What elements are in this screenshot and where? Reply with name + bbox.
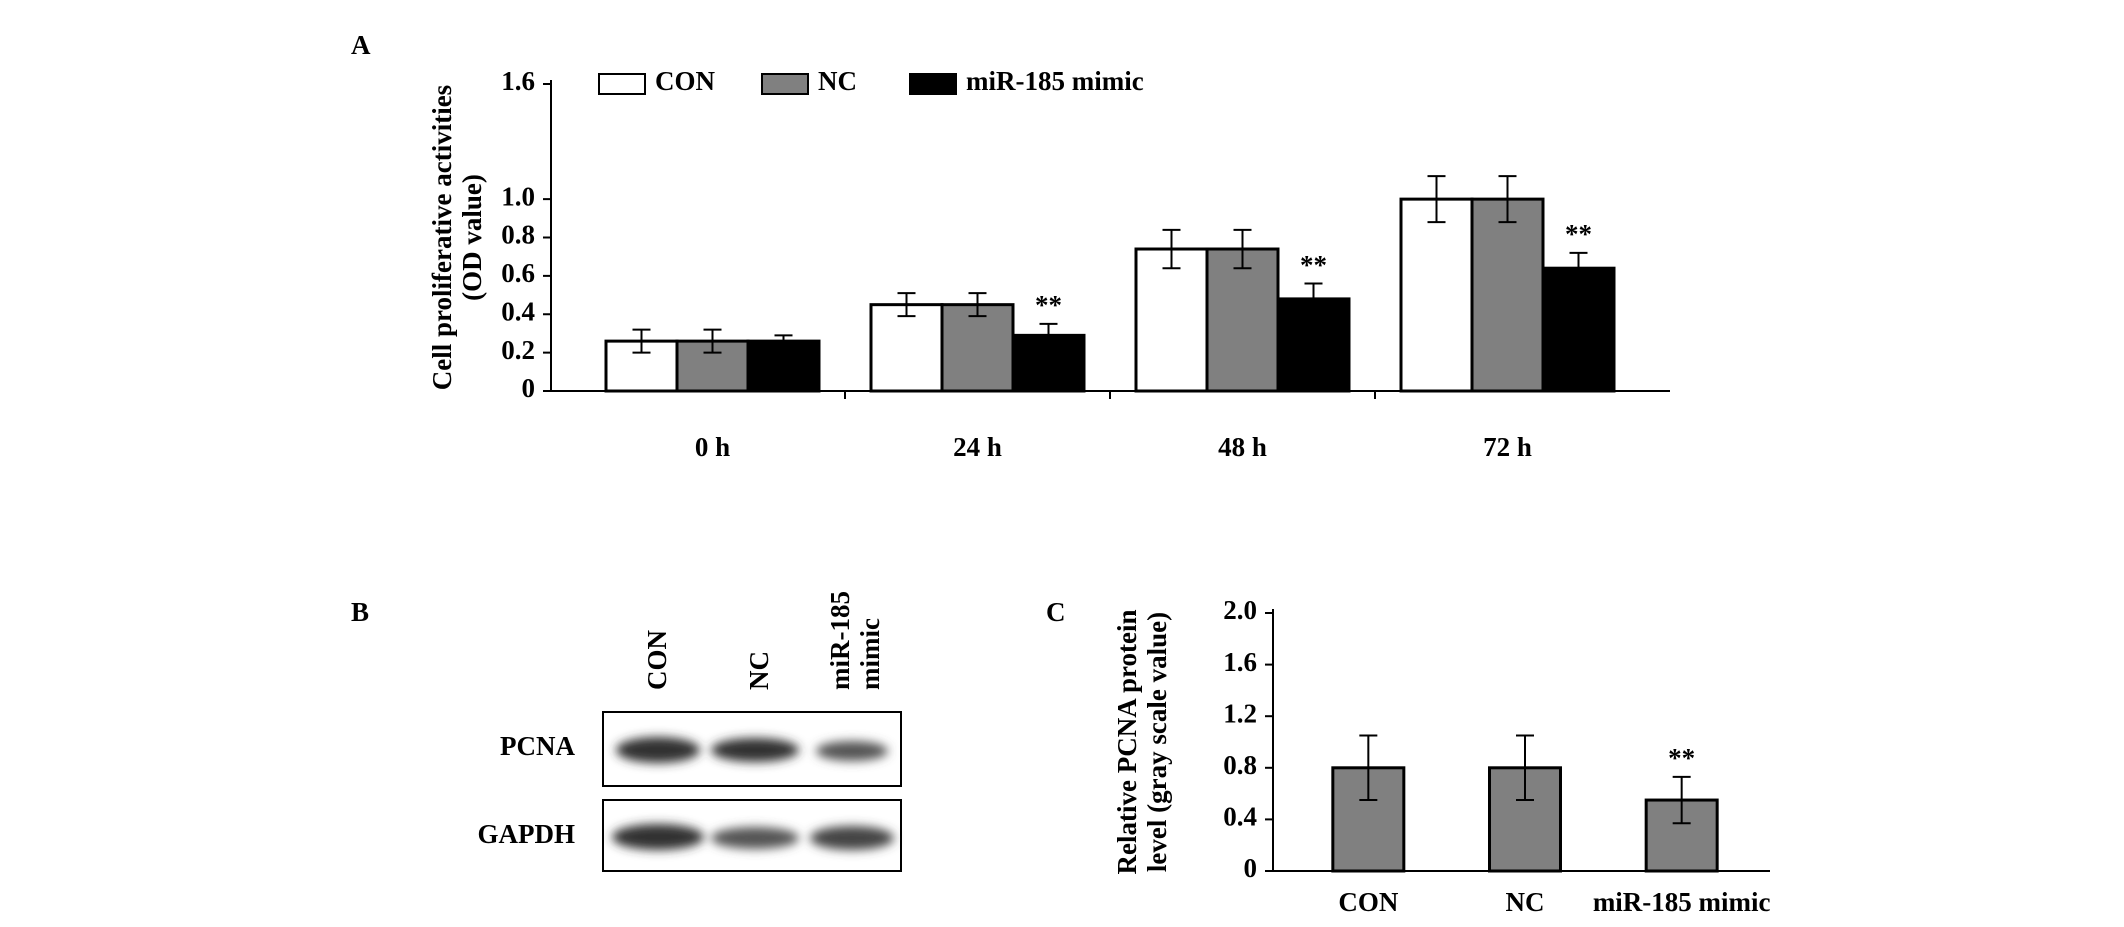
y-tick-label: 0 — [522, 373, 536, 403]
significance-label: ** — [1300, 250, 1327, 280]
lane-label: mimic — [855, 618, 885, 690]
blot-bands — [612, 737, 894, 850]
bar — [746, 339, 821, 393]
band — [612, 824, 704, 850]
panel-label: C — [1046, 597, 1066, 627]
significance-label: ** — [1668, 743, 1695, 773]
x-tick-label: 48 h — [1218, 432, 1267, 462]
y-axis-label: Relative PCNA protein — [1112, 610, 1142, 875]
band — [616, 737, 700, 763]
band — [810, 826, 894, 850]
bar — [1134, 247, 1209, 393]
y-tick-label: 0.6 — [501, 258, 535, 288]
lane-label: miR-185 — [825, 591, 855, 690]
bar — [1541, 266, 1616, 393]
band — [711, 827, 799, 849]
y-tick-label: 1.0 — [501, 181, 535, 211]
x-tick-label: CON — [1338, 887, 1399, 917]
y-tick-label: 0 — [1244, 853, 1258, 883]
bar — [869, 303, 944, 393]
y-axis-label: level (gray scale value) — [1142, 612, 1172, 872]
bar — [1470, 197, 1545, 393]
bar — [1205, 247, 1280, 393]
lane-label: CON — [642, 630, 672, 691]
legend-label: CON — [655, 66, 716, 96]
panel-label: A — [351, 30, 371, 60]
y-tick-label: 1.6 — [501, 66, 535, 96]
band — [711, 738, 799, 762]
panel-label: B — [351, 597, 369, 627]
bar — [1276, 297, 1351, 393]
legend-swatch — [598, 73, 646, 95]
y-axis-label: (OD value) — [457, 174, 487, 301]
x-tick-label: 24 h — [953, 432, 1002, 462]
y-tick-label: 1.6 — [1223, 647, 1257, 677]
y-tick-label: 0.4 — [501, 296, 535, 326]
legend-swatch — [761, 73, 809, 95]
x-tick-label: 72 h — [1483, 432, 1532, 462]
legend-label: NC — [818, 66, 857, 96]
y-axis-label: Cell proliferative activities — [427, 85, 457, 390]
bar — [940, 303, 1015, 393]
x-tick-label: miR-185 mimic — [1593, 887, 1771, 917]
x-tick-label: 0 h — [695, 432, 730, 462]
row-label: GAPDH — [478, 819, 576, 849]
significance-label: ** — [1035, 290, 1062, 320]
y-tick-label: 0.8 — [501, 220, 535, 250]
band — [816, 741, 888, 761]
legend-label: miR-185 mimic — [966, 66, 1144, 96]
legend-swatch — [909, 73, 957, 95]
y-tick-label: 0.4 — [1223, 802, 1257, 832]
y-tick-label: 1.2 — [1223, 698, 1257, 728]
y-tick-label: 2.0 — [1223, 595, 1257, 625]
y-tick-label: 0.2 — [501, 335, 535, 365]
row-label: PCNA — [500, 731, 575, 761]
bar — [1399, 197, 1474, 393]
x-tick-label: NC — [1506, 887, 1545, 917]
significance-label: ** — [1565, 219, 1592, 249]
y-tick-label: 0.8 — [1223, 750, 1257, 780]
lane-label: NC — [744, 651, 774, 690]
